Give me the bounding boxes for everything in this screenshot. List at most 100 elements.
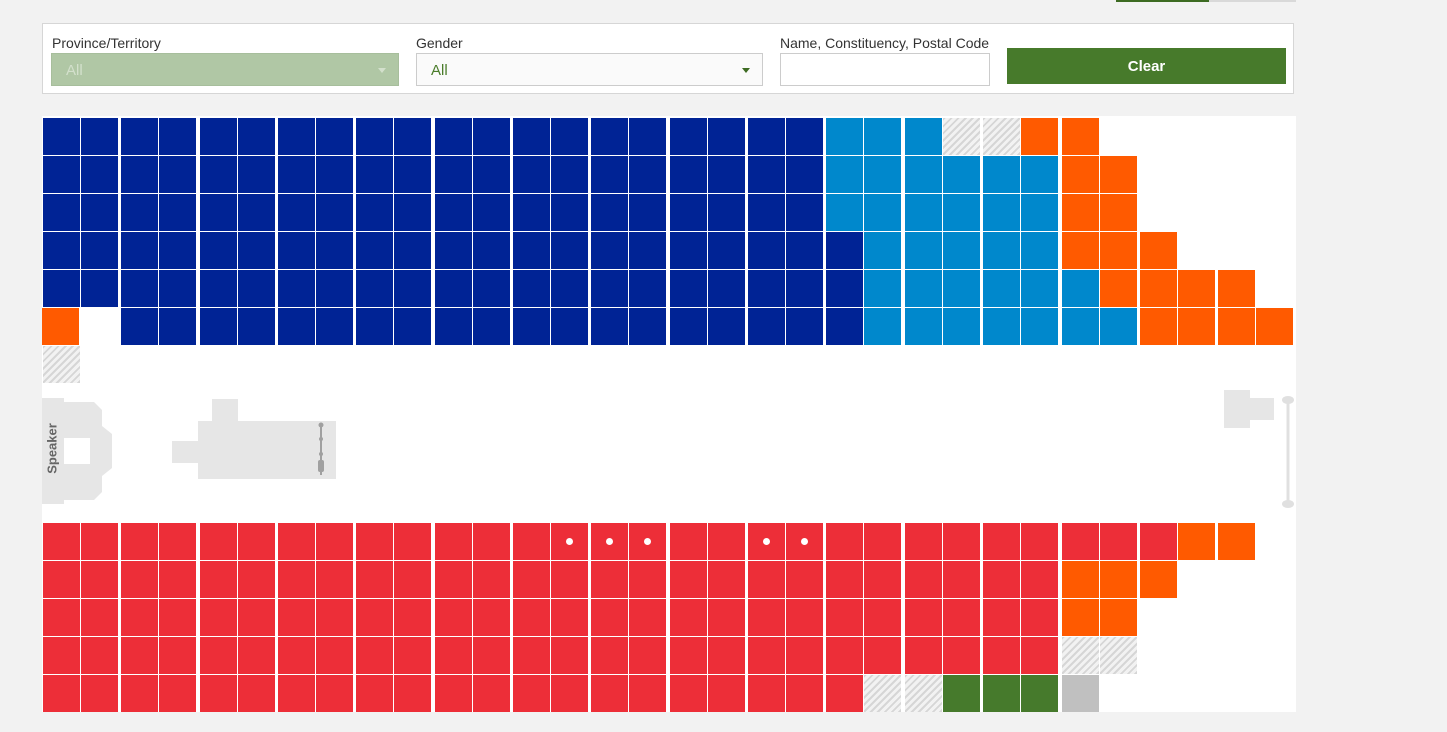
seat[interactable] (278, 523, 315, 560)
seat[interactable] (786, 308, 823, 345)
seat[interactable] (670, 118, 707, 155)
seat[interactable] (316, 637, 353, 674)
seat[interactable] (121, 308, 158, 345)
seat[interactable] (551, 637, 588, 674)
seat[interactable] (238, 675, 275, 712)
seat[interactable] (473, 675, 510, 712)
seat[interactable] (551, 599, 588, 636)
seat[interactable] (394, 637, 431, 674)
seat[interactable] (43, 118, 80, 155)
seat[interactable] (786, 156, 823, 193)
seat[interactable] (121, 561, 158, 598)
seat[interactable] (1100, 270, 1137, 307)
seat[interactable] (905, 118, 942, 155)
seat[interactable] (983, 561, 1020, 598)
seat[interactable] (238, 194, 275, 231)
vacant-seat[interactable] (905, 675, 942, 712)
seat[interactable] (159, 194, 196, 231)
seat[interactable] (278, 308, 315, 345)
seat[interactable] (200, 637, 237, 674)
seat[interactable] (200, 194, 237, 231)
seat[interactable] (43, 599, 80, 636)
seat[interactable] (356, 118, 393, 155)
seat[interactable] (159, 232, 196, 269)
seat[interactable] (1062, 675, 1099, 712)
seat[interactable] (1021, 118, 1058, 155)
seat[interactable] (238, 637, 275, 674)
seat[interactable] (983, 599, 1020, 636)
seat[interactable] (786, 599, 823, 636)
seat[interactable] (1100, 561, 1137, 598)
seat[interactable] (591, 675, 628, 712)
seat[interactable] (1021, 194, 1058, 231)
seat[interactable] (1021, 561, 1058, 598)
seat[interactable] (238, 308, 275, 345)
seat[interactable] (356, 675, 393, 712)
seat[interactable] (629, 270, 666, 307)
seat[interactable] (708, 523, 745, 560)
gender-select[interactable]: All (416, 53, 763, 86)
seat[interactable] (826, 561, 863, 598)
seat[interactable] (1021, 599, 1058, 636)
seat[interactable] (826, 156, 863, 193)
seat[interactable] (513, 156, 550, 193)
seat[interactable] (43, 637, 80, 674)
seat[interactable] (786, 118, 823, 155)
seat[interactable] (551, 270, 588, 307)
seat[interactable] (394, 118, 431, 155)
seat[interactable] (1062, 308, 1099, 345)
seat[interactable] (43, 194, 80, 231)
seat[interactable] (748, 308, 785, 345)
seat[interactable] (513, 232, 550, 269)
seat[interactable] (513, 637, 550, 674)
seat[interactable] (670, 523, 707, 560)
seat[interactable] (394, 156, 431, 193)
seat[interactable] (670, 637, 707, 674)
seat[interactable] (200, 156, 237, 193)
seat[interactable] (551, 118, 588, 155)
seat[interactable] (278, 118, 315, 155)
seat[interactable] (670, 156, 707, 193)
seat[interactable] (200, 232, 237, 269)
seat[interactable] (278, 675, 315, 712)
vacant-seat[interactable] (1062, 637, 1099, 674)
seat[interactable] (1062, 232, 1099, 269)
seat[interactable] (159, 270, 196, 307)
seat[interactable] (983, 194, 1020, 231)
seat[interactable] (513, 270, 550, 307)
seat[interactable] (1256, 308, 1293, 345)
seat[interactable] (591, 599, 628, 636)
seat[interactable] (748, 637, 785, 674)
seat[interactable] (473, 637, 510, 674)
seat[interactable] (435, 599, 472, 636)
seat[interactable] (473, 599, 510, 636)
seat[interactable] (943, 232, 980, 269)
seat[interactable] (316, 232, 353, 269)
vacant-seat[interactable] (1100, 637, 1137, 674)
seat[interactable] (473, 270, 510, 307)
seat[interactable] (591, 523, 628, 560)
seat[interactable] (670, 599, 707, 636)
seat[interactable] (513, 118, 550, 155)
seat[interactable] (826, 675, 863, 712)
seat[interactable] (278, 599, 315, 636)
seat[interactable] (473, 561, 510, 598)
seat[interactable] (591, 156, 628, 193)
seat[interactable] (943, 523, 980, 560)
seat[interactable] (159, 561, 196, 598)
seat[interactable] (983, 156, 1020, 193)
seat[interactable] (551, 156, 588, 193)
seat[interactable] (983, 308, 1020, 345)
province-select[interactable]: All (51, 53, 399, 86)
seat[interactable] (43, 156, 80, 193)
seat[interactable] (238, 156, 275, 193)
seat[interactable] (238, 561, 275, 598)
seat[interactable] (513, 308, 550, 345)
seat[interactable] (629, 523, 666, 560)
seat[interactable] (200, 270, 237, 307)
seat[interactable] (591, 270, 628, 307)
seat[interactable] (864, 118, 901, 155)
seat[interactable] (1218, 308, 1255, 345)
seat[interactable] (629, 308, 666, 345)
seat[interactable] (551, 232, 588, 269)
